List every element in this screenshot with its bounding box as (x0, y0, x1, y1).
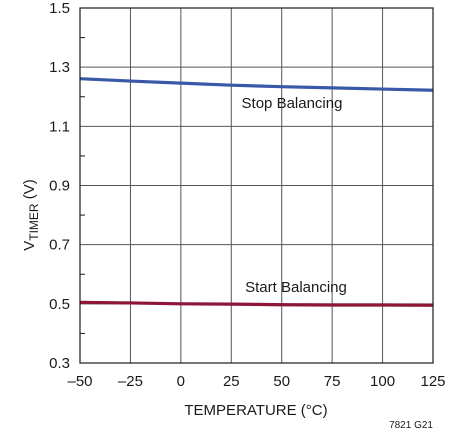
series-annotation: Stop Balancing (242, 95, 343, 112)
x-tick-label: 75 (324, 373, 341, 390)
grid (80, 8, 433, 363)
y-axis-title-unit: (V) (21, 179, 38, 203)
x-axis-title: TEMPERATURE (°C) (184, 402, 327, 419)
x-tick-label: 100 (370, 373, 395, 390)
x-tick-labels: –50 –25 0 25 50 75 100 125 (67, 373, 445, 390)
series-annotation: Start Balancing (245, 279, 347, 296)
y-axis-title-sub: TIMER (27, 203, 41, 241)
y-tick-label: 0.5 (49, 296, 70, 313)
x-tick-label: 25 (223, 373, 240, 390)
series-line (79, 77, 434, 92)
y-axis-title: VTIMER (V) (21, 179, 41, 251)
figure-code: 7821 G21 (389, 420, 433, 431)
y-axis-title-main: V (21, 241, 38, 251)
minor-ticks (80, 37, 85, 334)
y-tick-label: 0.3 (49, 355, 70, 372)
y-tick-label: 1.1 (49, 118, 70, 135)
series-annotations: Stop Balancing Start Balancing (242, 95, 347, 296)
series-lines (79, 77, 434, 307)
plot-frame (79, 7, 434, 364)
series-line (79, 300, 434, 307)
y-tick-labels: 0.3 0.5 0.7 0.9 1.1 1.3 1.5 (49, 0, 70, 372)
y-tick-label: 1.5 (49, 0, 70, 17)
y-tick-label: 0.7 (49, 237, 70, 254)
y-tick-label: 0.9 (49, 178, 70, 195)
x-tick-label: 0 (177, 373, 185, 390)
x-tick-label: –25 (118, 373, 143, 390)
y-tick-label: 1.3 (49, 59, 70, 76)
x-tick-label: 50 (273, 373, 290, 390)
x-tick-label: 125 (420, 373, 445, 390)
x-tick-label: –50 (67, 373, 92, 390)
